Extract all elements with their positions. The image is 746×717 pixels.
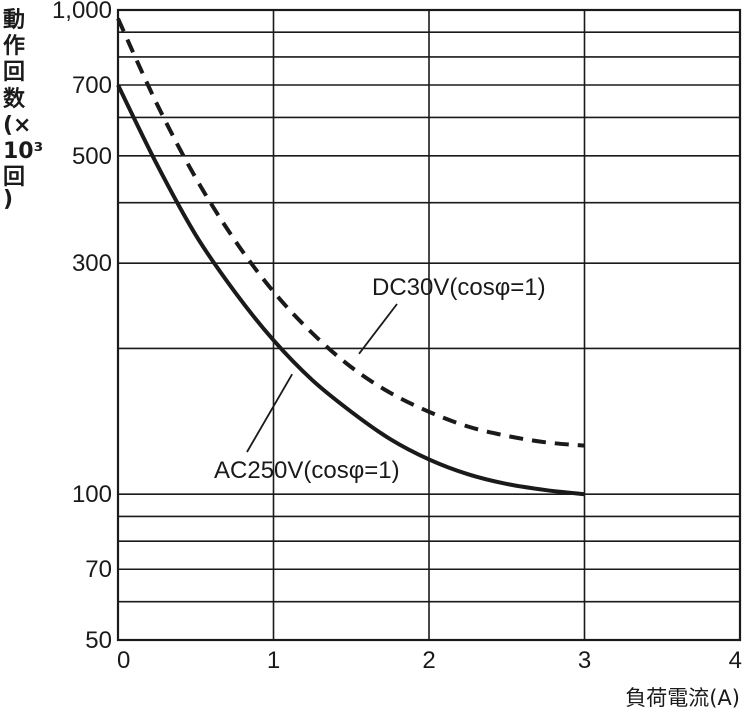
series-layer [116,17,585,497]
annotation-label: AC250V(cosφ=1) [214,457,400,484]
y-label-char: 数 [3,86,26,112]
x-tick-label: 2 [422,647,435,674]
annotation-label: DC30V(cosφ=1) [372,274,546,301]
x-tick-label: 4 [729,647,742,674]
plot-border [116,8,742,642]
y-tick-label: 50 [85,627,112,654]
y-tick-label: 1,000 [52,0,112,24]
y-tick-label: 70 [85,556,112,583]
x-tick-label: 3 [578,647,591,674]
y-label-char: 動 [3,8,25,33]
y-label-char: ) [3,187,13,212]
x-tick-labels: 0 1 2 3 4 [117,647,742,674]
series-line-dc30v [116,17,585,448]
y-tick-label: 500 [72,143,112,170]
plot-frame [116,8,742,642]
y-tick-labels: 50 70 100 300 500 700 1,000 [52,0,112,654]
y-label-char: 回 [3,60,25,85]
y-tick-label: 100 [72,481,112,508]
y-tick-label: 700 [72,72,112,99]
y-tick-label: 300 [72,250,112,277]
x-axis-label: 負荷電流(A) [625,686,740,710]
y-label-char: 10³ [3,139,43,164]
x-tick-label: 1 [267,647,280,674]
x-tick-label: 0 [117,647,130,674]
grid-lines [118,10,740,640]
annotation-leader [358,303,398,355]
annotation-layer: DC30V(cosφ=1) AC250V(cosφ=1) [214,274,546,484]
annotation-leader [246,373,293,453]
y-label-char: (× [3,113,32,138]
y-label-char: 作 [3,34,25,59]
y-label-char: 回 [3,165,25,190]
series-line-ac250v [116,84,585,497]
